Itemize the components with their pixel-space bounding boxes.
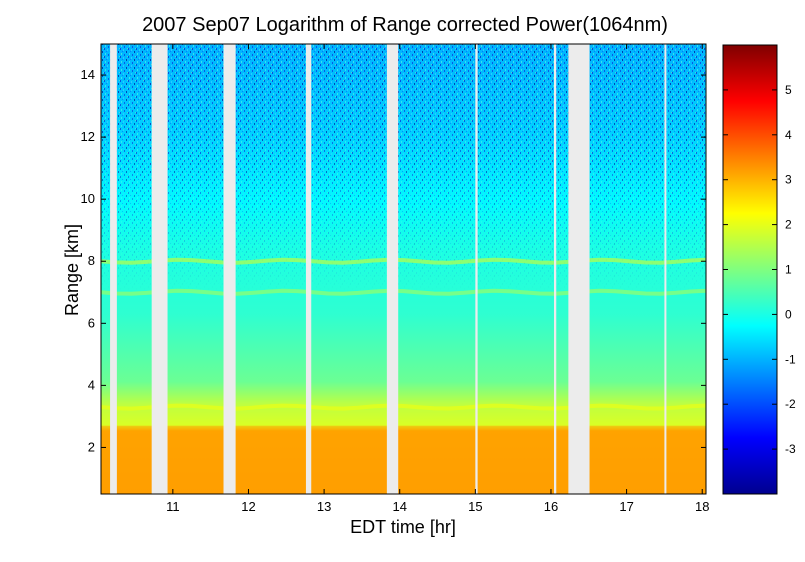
x-tick-label: 17 — [619, 499, 633, 514]
x-tick-label: 15 — [468, 499, 482, 514]
y-tick-label: 4 — [88, 377, 95, 392]
y-tick-label: 14 — [81, 67, 95, 82]
data-gap — [475, 44, 478, 494]
y-tick-label: 6 — [88, 315, 95, 330]
colorbar-tick-label: 2 — [785, 218, 792, 232]
aerosol-layer-line — [101, 288, 706, 296]
x-tick-label: 14 — [392, 499, 406, 514]
data-gap — [151, 44, 168, 494]
data-gap — [664, 44, 667, 494]
y-tick-label: 8 — [88, 253, 95, 268]
y-tick-label: 10 — [81, 191, 95, 206]
x-tick-label: 13 — [317, 499, 331, 514]
colorbar-tick-label: 0 — [785, 307, 792, 321]
data-gap — [386, 44, 399, 494]
colorbar-tick-label: 1 — [785, 263, 792, 277]
data-gap — [223, 44, 236, 494]
y-tick-label: 2 — [88, 439, 95, 454]
data-gap — [553, 44, 557, 494]
colorbar-tick-label: 5 — [785, 83, 792, 97]
y-tick-label: 12 — [81, 129, 95, 144]
chart-title: 2007 Sep07 Logarithm of Range corrected … — [142, 14, 668, 36]
plot-area — [101, 44, 706, 494]
colorbar-gradient — [722, 44, 778, 495]
y-axis-label: Range [km] — [62, 224, 82, 316]
colorbar-tick-label: 4 — [785, 128, 792, 142]
plot-frame — [100, 43, 707, 495]
data-gap — [305, 44, 312, 494]
colorbar-tick-label: -2 — [785, 397, 796, 411]
colorbar-tick-label: -1 — [785, 352, 796, 366]
boundary-layer-band — [101, 425, 706, 494]
colorbar: -3 -2 -1 0 1 2 3 4 5 — [722, 44, 796, 495]
x-tick-label: 16 — [544, 499, 558, 514]
aerosol-layer-line — [101, 403, 706, 411]
x-tick-label: 12 — [241, 499, 255, 514]
data-gap — [568, 44, 590, 494]
x-tick-label: 11 — [166, 499, 180, 514]
aerosol-layer-line — [101, 257, 706, 265]
colorbar-tick-label: 3 — [785, 173, 792, 187]
x-tick-label: 18 — [695, 499, 709, 514]
x-axis-label: EDT time [hr] — [350, 517, 456, 537]
data-gap — [110, 44, 117, 494]
heatmap-noise — [101, 44, 706, 494]
colorbar-tick-label: -3 — [785, 442, 796, 456]
